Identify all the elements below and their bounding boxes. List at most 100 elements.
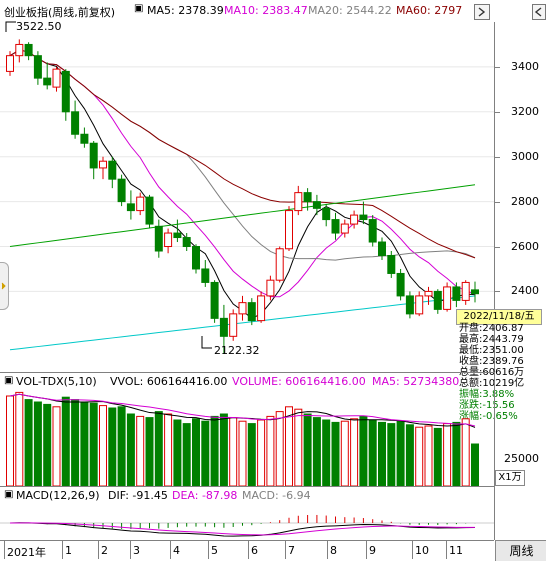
candle-body — [145, 196, 154, 225]
candle — [33, 51, 42, 85]
candle — [331, 212, 340, 240]
info-amplitude: 振幅:3.88% — [459, 389, 515, 400]
candle-body — [182, 237, 191, 248]
volume-chart[interactable] — [0, 390, 494, 486]
volume-unit-label: X1万 — [495, 470, 525, 486]
price-chart[interactable] — [0, 22, 494, 370]
time-axis-tick — [130, 541, 131, 559]
price-axis-label: 2400 — [511, 284, 539, 298]
ma5-line — [9, 49, 476, 319]
candle — [303, 188, 312, 211]
candle — [461, 280, 470, 305]
volume-bar — [294, 408, 303, 486]
time-axis-tick — [4, 541, 5, 559]
volume-bar — [154, 411, 163, 486]
volume-bar — [192, 418, 200, 486]
timeframe-button[interactable]: 周线 — [495, 540, 546, 561]
candle — [201, 259, 210, 287]
volume-bar — [117, 406, 126, 486]
candle — [294, 185, 303, 216]
volume-title: VOL-TDX(5,10) — [16, 375, 97, 388]
candle — [312, 194, 321, 216]
candle — [229, 309, 238, 341]
dropdown-icon[interactable]: ▣ — [134, 3, 144, 14]
volume-bar — [387, 423, 396, 486]
candle-body — [210, 281, 219, 319]
volume-bar — [229, 417, 238, 486]
candle — [238, 295, 247, 321]
ma60-label: MA60: 2797 — [396, 4, 463, 17]
candle — [108, 156, 117, 189]
ma5-label: MA5: 2378.39 — [147, 4, 224, 17]
candle — [43, 62, 52, 90]
high-arrow-icon — [5, 21, 16, 32]
volume-bar — [471, 443, 479, 486]
candle — [192, 244, 200, 274]
volume-bar — [80, 401, 89, 486]
volume-bar — [99, 405, 107, 486]
candle — [71, 100, 80, 139]
price-axis-tick — [495, 201, 500, 203]
candle-body — [275, 248, 284, 281]
candle-body — [396, 272, 405, 297]
volume-bar — [219, 413, 228, 486]
time-axis-label: 7 — [288, 544, 295, 557]
candle-body — [331, 219, 340, 234]
candle-body — [117, 178, 126, 203]
price-axis-tick — [495, 291, 500, 293]
candle-body — [378, 241, 386, 256]
candle-body — [61, 70, 70, 113]
time-axis-tick — [208, 541, 209, 559]
candle-body — [452, 286, 461, 301]
volume-bar — [424, 425, 433, 486]
candle — [275, 246, 284, 283]
candle-body — [443, 286, 452, 310]
crosshair-date: 2022/11/18/五 — [456, 309, 542, 325]
candle-body — [173, 232, 182, 239]
side-drawer-handle[interactable] — [0, 262, 9, 310]
candle — [136, 192, 145, 216]
candle — [219, 304, 228, 354]
info-open: 开盘:2406.87 — [459, 323, 524, 334]
time-axis-label: 10 — [415, 544, 429, 557]
candle-body — [340, 223, 349, 234]
candle — [405, 291, 414, 319]
candle — [154, 219, 163, 258]
dropdown-icon[interactable]: ▣ — [4, 375, 14, 386]
time-axis-label: 11 — [449, 544, 463, 557]
candle-body — [201, 268, 210, 283]
collapse-icon[interactable] — [474, 4, 490, 20]
candle — [285, 206, 293, 252]
candle-body — [350, 214, 359, 225]
candle — [257, 291, 266, 323]
volume-bar — [71, 399, 80, 486]
candle — [443, 282, 452, 312]
candle — [89, 140, 98, 180]
macd-panel-divider — [0, 486, 494, 487]
macd-chart[interactable] — [0, 505, 494, 541]
volume-bar — [15, 391, 24, 486]
dropdown-icon[interactable]: ▣ — [4, 489, 14, 500]
volume-bar — [61, 396, 70, 486]
candle-body — [192, 246, 200, 270]
time-axis-label: 5 — [211, 544, 218, 557]
candle — [164, 228, 173, 254]
volume-bar — [136, 415, 145, 486]
volume-bar — [173, 419, 182, 486]
candle-body — [266, 279, 275, 297]
volume-bar — [340, 420, 349, 486]
candle — [340, 219, 349, 238]
volume-bar — [443, 423, 452, 486]
price-axis-label: 2600 — [511, 239, 539, 253]
volume-bar — [257, 419, 266, 486]
macd-header: ▣ MACD(12,26,9) DIF: -91.45 DEA: -87.98 … — [0, 487, 494, 505]
candle — [415, 291, 424, 317]
toggle-panel-icon[interactable] — [532, 4, 546, 20]
candle-body — [415, 295, 424, 315]
ma10-line — [9, 49, 476, 298]
candle-body — [312, 201, 321, 209]
volume-bar — [331, 421, 340, 486]
candle — [117, 174, 126, 207]
volume-ma5-label: MA5: 52734380 — [372, 375, 460, 388]
volume-bar — [201, 420, 210, 486]
